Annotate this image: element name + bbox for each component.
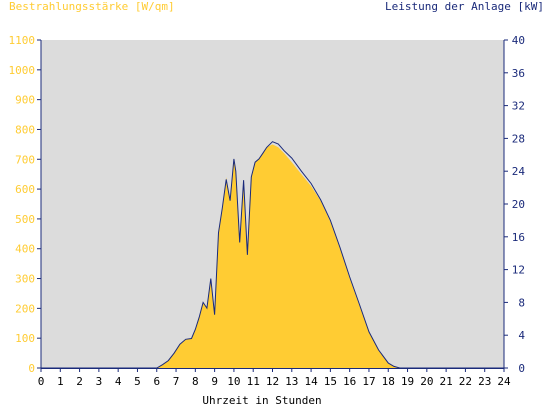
y-left-tick-label: 600 (15, 183, 35, 196)
y-left-tick-label: 400 (15, 243, 35, 256)
ticks-layer: 0 1 2 3 4 5 6 7 8 9 10 11 12 13 14 15 16 17 18 19 20 21 22 23 24… (9, 34, 526, 388)
y-right-tick-label: 32 (512, 100, 525, 113)
x-tick-label: 18 (382, 375, 395, 388)
x-tick-label: 19 (401, 375, 414, 388)
y-right-tick-label: 4 (518, 329, 525, 342)
x-tick-label: 13 (285, 375, 298, 388)
y-left-tick-label: 1000 (9, 64, 36, 77)
x-tick-label: 10 (227, 375, 240, 388)
x-tick-label: 23 (478, 375, 491, 388)
x-tick-label: 8 (192, 375, 199, 388)
x-tick-label: 14 (304, 375, 318, 388)
series-layer (41, 141, 504, 369)
x-tick-label: 21 (440, 375, 453, 388)
y-left-tick-label: 800 (15, 123, 35, 136)
power-line (41, 141, 504, 369)
x-tick-label: 24 (497, 375, 511, 388)
x-tick-label: 9 (211, 375, 218, 388)
x-tick-label: 11 (247, 375, 260, 388)
x-tick-label: 15 (324, 375, 337, 388)
left-axis-label: Bestrahlungsstärke [W/qm] (9, 0, 175, 13)
y-right-tick-label: 40 (512, 34, 525, 47)
x-tick-label: 5 (134, 375, 141, 388)
x-tick-label: 3 (96, 375, 103, 388)
y-left-tick-label: 100 (15, 332, 35, 345)
y-left-tick-label: 900 (15, 94, 35, 107)
y-left-tick-label: 1100 (9, 34, 36, 47)
x-tick-label: 17 (362, 375, 375, 388)
y-right-tick-label: 12 (512, 264, 525, 277)
x-axis-label: Uhrzeit in Stunden (202, 394, 321, 407)
x-tick-label: 16 (343, 375, 356, 388)
y-right-tick-label: 24 (512, 165, 526, 178)
y-right-tick-label: 16 (512, 231, 525, 244)
x-tick-label: 0 (38, 375, 45, 388)
y-left-tick-label: 0 (28, 362, 35, 375)
x-tick-label: 20 (420, 375, 433, 388)
y-left-tick-label: 200 (15, 302, 35, 315)
x-tick-label: 4 (115, 375, 122, 388)
y-left-tick-label: 700 (15, 153, 35, 166)
y-right-tick-label: 28 (512, 132, 525, 145)
y-left-tick-label: 500 (15, 213, 35, 226)
y-right-tick-label: 20 (512, 198, 525, 211)
y-right-tick-label: 8 (518, 296, 525, 309)
x-tick-label: 12 (266, 375, 279, 388)
x-tick-label: 22 (459, 375, 472, 388)
irradiance-area (41, 144, 504, 368)
right-axis-label: Leistung der Anlage [kW] (385, 0, 544, 13)
x-tick-label: 6 (153, 375, 160, 388)
y-left-tick-label: 300 (15, 273, 35, 286)
x-tick-label: 1 (57, 375, 64, 388)
y-right-tick-label: 36 (512, 67, 525, 80)
x-tick-label: 2 (76, 375, 83, 388)
x-tick-label: 7 (173, 375, 180, 388)
y-right-tick-label: 0 (518, 362, 525, 375)
